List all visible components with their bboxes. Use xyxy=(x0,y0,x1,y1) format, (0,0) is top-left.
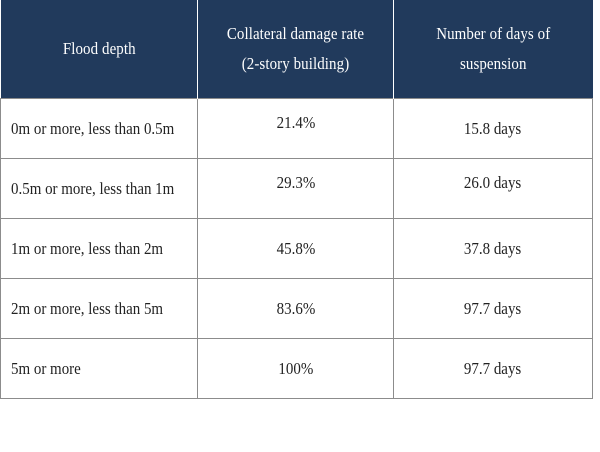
cell-flood-depth-text: 2m or more, less than 5m xyxy=(11,298,164,318)
cell-damage-rate: 29.3% xyxy=(197,158,394,219)
header-damage-rate-line1: Collateral damage rate xyxy=(226,24,365,43)
cell-flood-depth-text: 1m or more, less than 2m xyxy=(11,238,164,258)
cell-flood-depth: 0.5m or more, less than 1m xyxy=(0,158,198,219)
header-flood-depth-label: Flood depth xyxy=(62,39,136,58)
cell-suspension-days-text: 37.8 days xyxy=(464,238,522,258)
cell-flood-depth-text: 0.5m or more, less than 1m xyxy=(11,178,175,198)
table-row: 0.5m or more, less than 1m 29.3% 26.0 da… xyxy=(0,158,593,219)
flood-damage-table: Flood depth Collateral damage rate (2-st… xyxy=(0,0,593,399)
cell-suspension-days-text: 26.0 days xyxy=(464,173,522,192)
header-suspension-days-line2: suspension xyxy=(459,54,527,73)
cell-suspension-days-text: 97.7 days xyxy=(464,298,522,318)
cell-flood-depth: 0m or more, less than 0.5m xyxy=(0,98,198,159)
cell-damage-rate: 83.6% xyxy=(197,278,394,339)
header-damage-rate: Collateral damage rate (2-story building… xyxy=(197,0,394,99)
cell-flood-depth-text: 0m or more, less than 0.5m xyxy=(11,118,175,138)
cell-damage-rate-text: 100% xyxy=(278,358,313,378)
cell-damage-rate-text: 45.8% xyxy=(276,238,315,258)
cell-suspension-days: 37.8 days xyxy=(393,218,593,279)
cell-suspension-days: 15.8 days xyxy=(393,98,593,159)
cell-damage-rate: 45.8% xyxy=(197,218,394,279)
table-row: 2m or more, less than 5m 83.6% 97.7 days xyxy=(0,278,593,339)
cell-damage-rate-text: 21.4% xyxy=(276,113,315,132)
cell-suspension-days: 97.7 days xyxy=(393,278,593,339)
cell-flood-depth: 1m or more, less than 2m xyxy=(0,218,198,279)
header-suspension-days-line1: Number of days of xyxy=(436,24,551,43)
header-flood-depth: Flood depth xyxy=(0,0,198,99)
table-row: 5m or more 100% 97.7 days xyxy=(0,338,593,399)
cell-flood-depth: 2m or more, less than 5m xyxy=(0,278,198,339)
cell-damage-rate-text: 29.3% xyxy=(276,173,315,192)
cell-suspension-days-text: 15.8 days xyxy=(464,118,522,138)
cell-flood-depth-text: 5m or more xyxy=(11,358,81,378)
table-row: 1m or more, less than 2m 45.8% 37.8 days xyxy=(0,218,593,279)
cell-suspension-days: 26.0 days xyxy=(393,158,593,219)
header-row: Flood depth Collateral damage rate (2-st… xyxy=(0,0,593,99)
cell-suspension-days: 97.7 days xyxy=(393,338,593,399)
cell-flood-depth: 5m or more xyxy=(0,338,198,399)
table-row: 0m or more, less than 0.5m 21.4% 15.8 da… xyxy=(0,98,593,159)
cell-damage-rate-text: 83.6% xyxy=(276,298,315,318)
header-damage-rate-line2: (2-story building) xyxy=(241,54,350,73)
flood-damage-table-container: Flood depth Collateral damage rate (2-st… xyxy=(0,0,593,399)
cell-damage-rate: 100% xyxy=(197,338,394,399)
table-header: Flood depth Collateral damage rate (2-st… xyxy=(0,0,593,99)
table-body: 0m or more, less than 0.5m 21.4% 15.8 da… xyxy=(0,98,593,399)
cell-suspension-days-text: 97.7 days xyxy=(464,358,522,378)
cell-damage-rate: 21.4% xyxy=(197,98,394,159)
header-suspension-days: Number of days of suspension xyxy=(393,0,593,99)
